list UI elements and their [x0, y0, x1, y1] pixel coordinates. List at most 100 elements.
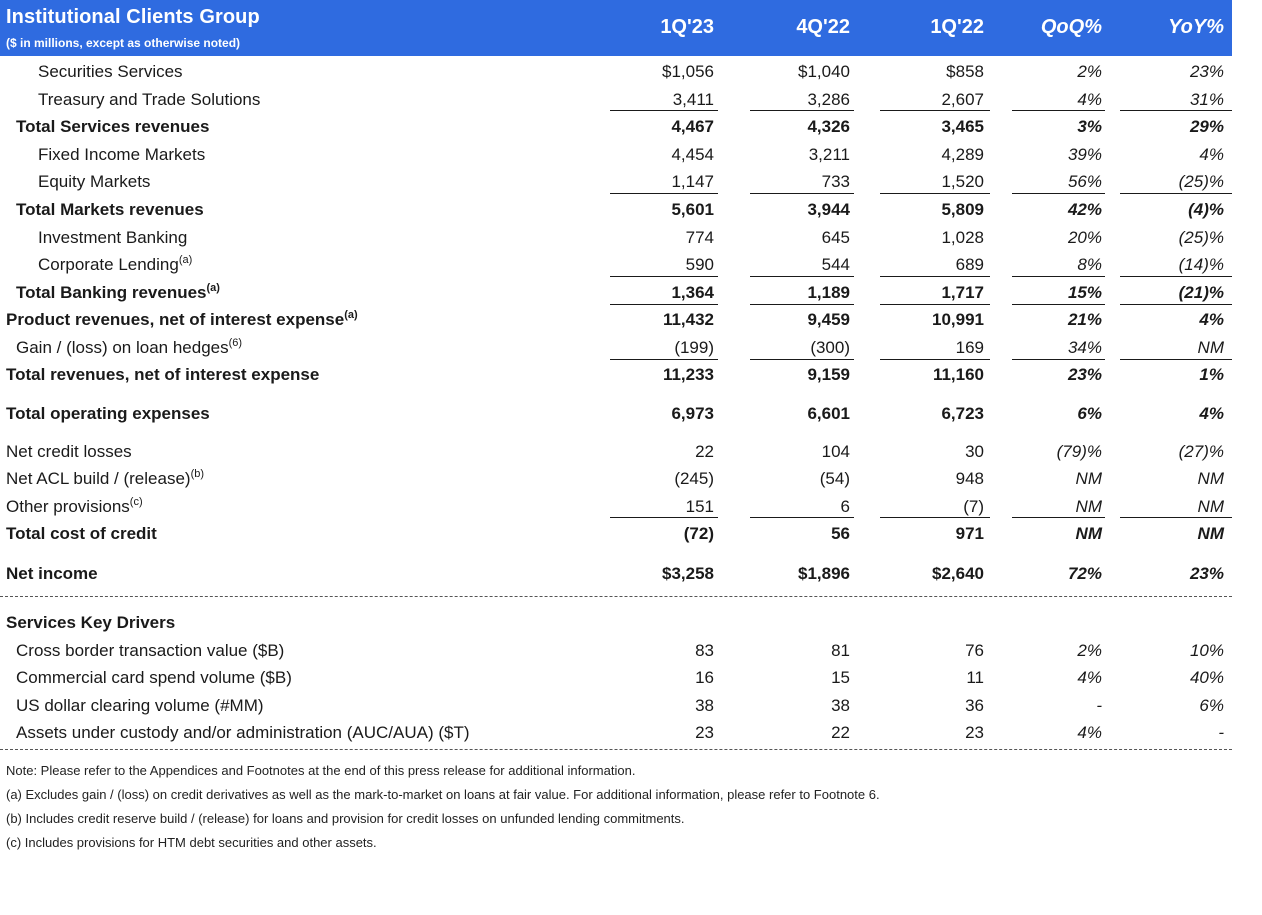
cell-4q22: $1,040 — [798, 62, 850, 81]
table-row: Net income $3,258 $1,896 $2,640 72% 23% — [0, 560, 1232, 586]
cell-qoq: 56% — [1067, 172, 1102, 191]
cell-4q22: 9,459 — [807, 310, 850, 329]
table-row: Securities Services $1,056 $1,040 $858 2% 23% — [0, 58, 1232, 84]
table-row: Commercial card spend volume ($B) 16 15 11 4… — [0, 664, 1232, 690]
cell-4q22: 22 — [831, 723, 850, 742]
subtotal-underline — [1120, 276, 1232, 277]
subtotal-underline — [880, 304, 990, 305]
cell-1q23: 4,454 — [671, 145, 714, 164]
cell-4q22: (300) — [810, 338, 850, 357]
subtotal-underline — [1120, 517, 1232, 518]
cell-1q23: (245) — [674, 469, 714, 488]
table-row: Cross border transaction value ($B) 83 81 7… — [0, 637, 1232, 663]
row-label: Total operating expenses — [6, 404, 210, 424]
cell-yoy: (25)% — [1178, 172, 1224, 191]
cell-yoy: - — [1218, 723, 1224, 742]
row-label: Corporate Lending(a) — [38, 255, 192, 275]
row-label-text: Treasury and Trade Solutions — [38, 90, 261, 109]
cell-yoy: 1% — [1199, 365, 1224, 384]
cell-qoq: 3% — [1077, 117, 1102, 136]
cell-1q23: 11,233 — [662, 365, 714, 384]
table-row: Other provisions(c) 151 6 (7) NM NM — [0, 493, 1232, 519]
cell-4q22: 1,189 — [807, 283, 850, 302]
section-heading: Services Key Drivers — [0, 609, 1232, 635]
cell-4q22: 3,286 — [807, 90, 850, 109]
cell-1q22: 4,289 — [941, 145, 984, 164]
row-label: Other provisions(c) — [6, 497, 143, 517]
subtotal-underline — [880, 359, 990, 360]
cell-4q22: 15 — [831, 668, 850, 687]
footnote-a: (a) Excludes gain / (loss) on credit der… — [6, 787, 880, 802]
subtotal-underline — [880, 193, 990, 194]
row-label: Total Banking revenues(a) — [16, 283, 220, 303]
row-label-text: Net income — [6, 564, 98, 583]
row-label-text: Commercial card spend volume ($B) — [16, 668, 292, 687]
footnote-marker: (a) — [344, 309, 358, 321]
cell-1q23: 11,432 — [662, 310, 714, 329]
cell-4q22: 9,159 — [807, 365, 850, 384]
table-row: Total Services revenues 4,467 4,326 3,465 3%… — [0, 113, 1232, 139]
cell-1q22: 23 — [965, 723, 984, 742]
subtotal-underline — [880, 110, 990, 111]
cell-1q22: $858 — [946, 62, 984, 81]
cell-1q23: 83 — [695, 641, 714, 660]
cell-1q22: 169 — [955, 338, 984, 357]
note-general: Note: Please refer to the Appendices and… — [6, 763, 636, 778]
cell-yoy: 4% — [1199, 310, 1224, 329]
table-row: Investment Banking 774 645 1,028 20% (25)% — [0, 224, 1232, 250]
row-label: Net income — [6, 564, 98, 584]
cell-4q22: 81 — [831, 641, 850, 660]
table-row: US dollar clearing volume (#MM) 38 38 36 - 6% — [0, 692, 1232, 718]
cell-1q22: 948 — [955, 469, 984, 488]
cell-qoq: - — [1096, 696, 1102, 715]
cell-qoq: 72% — [1067, 564, 1102, 583]
cell-yoy: 23% — [1189, 564, 1224, 583]
cell-yoy: 40% — [1189, 668, 1224, 687]
cell-qoq: 15% — [1067, 283, 1102, 302]
cell-4q22: 56 — [831, 524, 850, 543]
cell-1q22: 10,991 — [932, 310, 984, 329]
row-label-text: Fixed Income Markets — [38, 145, 206, 164]
cell-1q22: 3,465 — [941, 117, 984, 136]
cell-1q23: 3,411 — [672, 90, 714, 109]
row-label-text: Product revenues, net of interest expens… — [6, 310, 345, 329]
footnote-marker: (c) — [129, 496, 143, 508]
subtotal-underline — [880, 517, 990, 518]
cell-qoq: 23% — [1067, 365, 1102, 384]
table-row: Corporate Lending(a) 590 544 689 8% (14)% — [0, 251, 1232, 277]
table-row: Net ACL build / (release)(b) (245) (54) 948… — [0, 465, 1232, 491]
cell-qoq: 4% — [1077, 668, 1102, 687]
subtotal-underline — [610, 359, 718, 360]
table-subtitle: ($ in millions, except as otherwise note… — [6, 36, 241, 50]
cell-1q22: 36 — [965, 696, 984, 715]
cell-yoy: NM — [1197, 524, 1224, 543]
subtotal-underline — [610, 276, 718, 277]
cell-qoq: 2% — [1077, 62, 1102, 81]
cell-1q22: 76 — [965, 641, 984, 660]
cell-1q23: $3,258 — [662, 564, 714, 583]
cell-yoy: 23% — [1189, 62, 1224, 81]
row-label-text: Corporate Lending — [38, 255, 179, 274]
cell-qoq: 39% — [1067, 145, 1102, 164]
row-label-text: Cross border transaction value ($B) — [16, 641, 285, 660]
row-label-text: US dollar clearing volume (#MM) — [16, 696, 264, 715]
cell-1q22: $2,640 — [932, 564, 984, 583]
table-row: Total revenues, net of interest expense 1… — [0, 361, 1232, 387]
cell-1q22: 2,607 — [941, 90, 984, 109]
table-title: Institutional Clients Group — [6, 6, 260, 28]
subtotal-underline — [750, 276, 854, 277]
cell-1q22: 11,160 — [932, 365, 984, 384]
row-label-text: Gain / (loss) on loan hedges — [16, 338, 229, 357]
cell-yoy: 4% — [1199, 145, 1224, 164]
cell-4q22: 6 — [840, 497, 850, 516]
cell-qoq: (79)% — [1056, 442, 1102, 461]
row-label: Gain / (loss) on loan hedges(6) — [16, 338, 242, 358]
subtotal-underline — [610, 517, 718, 518]
cell-1q23: (72) — [683, 524, 714, 543]
row-label: Securities Services — [38, 62, 183, 82]
row-label: Product revenues, net of interest expens… — [6, 310, 358, 330]
footnote-b: (b) Includes credit reserve build / (rel… — [6, 811, 685, 826]
table-row: Total operating expenses 6,973 6,601 6,723 6… — [0, 400, 1232, 426]
row-label-text: Net ACL build / (release) — [6, 469, 191, 488]
row-label-text: Net credit losses — [6, 442, 132, 461]
